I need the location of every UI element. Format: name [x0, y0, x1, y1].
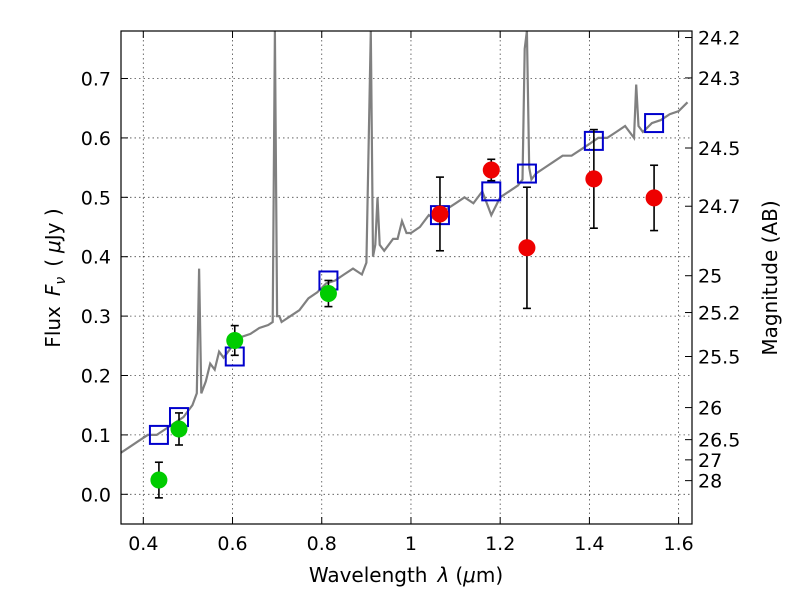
magnitude-tick-label: 25	[698, 266, 722, 288]
magnitude-tick-label: 26.5	[698, 430, 740, 452]
magnitude-tick-label: 27	[698, 450, 722, 472]
plot-frame	[120, 30, 693, 525]
magnitude-tick-label: 25.5	[698, 346, 740, 368]
x-axis-title: Wavelength λ (μm)	[309, 563, 503, 587]
y-tick-label: 0.3	[81, 306, 111, 328]
observed-nir-point	[645, 189, 663, 207]
tick-layer: 0.4 0.6 0.8 1 1.2 1.4 1.6 0.0 0.1 0.2 0.3 0.4 0.5 0.6…	[81, 28, 741, 555]
y-tick-label: 0.6	[81, 128, 111, 150]
y-tick-label: 0.5	[81, 187, 111, 209]
observed-optical-point	[319, 285, 337, 303]
observed-optical-point	[170, 420, 188, 438]
magnitude-tick-label: 24.7	[698, 196, 740, 218]
x-tick-label: 0.6	[217, 533, 247, 555]
spectrum-layer	[121, 31, 689, 454]
x-tick-label: 1.2	[485, 533, 515, 555]
magnitude-tick-label: 28	[698, 471, 722, 493]
magnitude-tick-label: 24.2	[698, 28, 740, 50]
observed-nir-point	[431, 205, 449, 223]
observed-nir-point	[482, 161, 500, 179]
y-tick-label: 0.2	[81, 366, 111, 388]
magnitude-tick-label: 26	[698, 398, 722, 420]
observed-nir-point	[518, 239, 536, 257]
x-tick-label: 1.6	[664, 533, 694, 555]
x-tick-label: 0.8	[307, 533, 337, 555]
model-photometry-point	[481, 181, 502, 202]
model-spectrum-line	[121, 31, 689, 454]
magnitude-tick-label: 24.3	[698, 68, 740, 90]
y-tick-label: 0.4	[81, 247, 111, 269]
magnitude-tick-label: 25.2	[698, 303, 740, 325]
y-axis-title: FluxFν(μJy )	[41, 208, 69, 347]
observed-nir-point	[585, 170, 603, 188]
y-tick-label: 0.0	[81, 484, 111, 506]
magnitude-tick-label: 24.5	[698, 138, 740, 160]
right-axis-title: Magnitude (AB)	[758, 200, 782, 355]
observed-optical-point	[150, 471, 168, 489]
observed-optical-point	[226, 331, 244, 349]
x-tick-label: 1	[405, 533, 417, 555]
model-photometry-point	[148, 424, 169, 445]
model-photometry-point	[644, 113, 665, 134]
x-tick-label: 1.4	[574, 533, 604, 555]
grid	[121, 31, 692, 524]
y-tick-label: 0.1	[81, 425, 111, 447]
model-photometry-point	[516, 163, 537, 184]
y-tick-label: 0.7	[81, 69, 111, 91]
marker-layer	[148, 113, 665, 499]
x-tick-label: 0.4	[128, 533, 158, 555]
